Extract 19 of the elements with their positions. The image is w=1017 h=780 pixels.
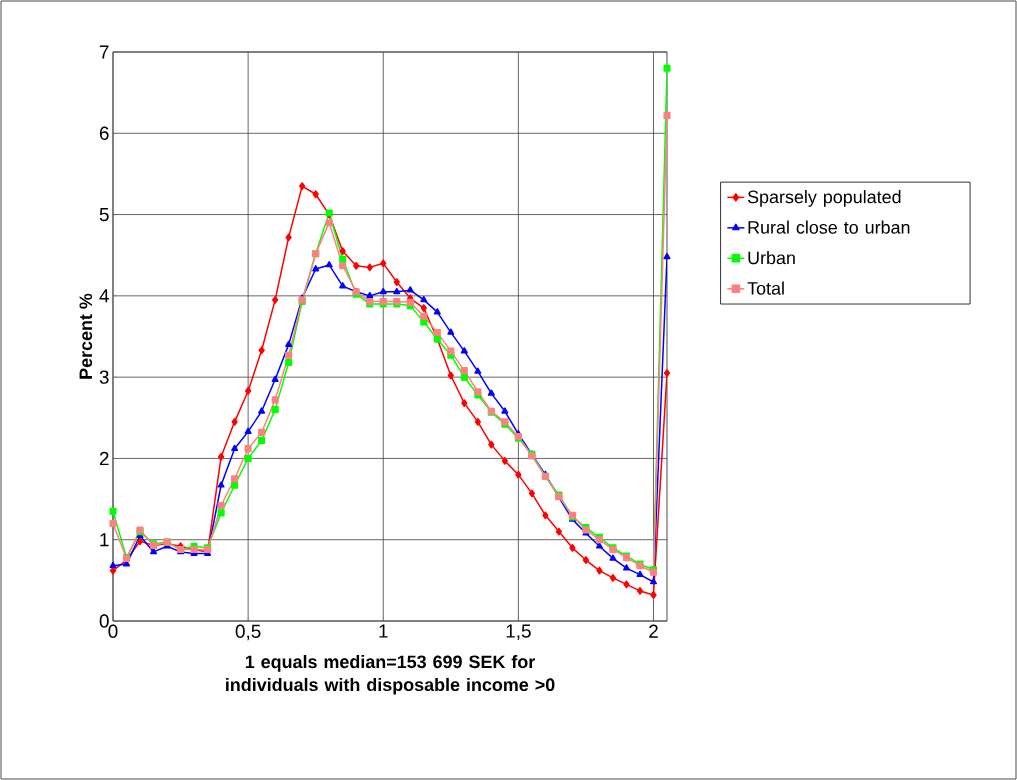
y-tick-label: 7 [99, 45, 109, 59]
y-tick-label: 3 [99, 370, 109, 384]
y-tick-label: 4 [99, 289, 109, 303]
x-axis-title: 1 equals median=153 699 SEK for individuals with disposable income >0 [226, 654, 555, 695]
y-tick-label: 2 [99, 451, 109, 466]
legend-label: Total [747, 281, 784, 295]
y-tick-label: 5 [99, 207, 109, 222]
y-tick-label: 6 [99, 126, 109, 140]
x-tick-label: 1,5 [506, 624, 531, 640]
y-tick-label: 0 [99, 614, 109, 628]
x-tick-label: 2 [649, 624, 658, 638]
y-tick-label: 1 [100, 533, 109, 547]
x-tick-label: 1 [379, 624, 388, 638]
x-tick-label: 0 [108, 624, 118, 638]
legend-label: Rural close to urban [748, 220, 910, 234]
legend-label: Sparsely populated [747, 190, 901, 207]
y-axis-title: Percent % [79, 293, 93, 379]
x-tick-label: 0,5 [235, 624, 261, 641]
legend-label: Urban [748, 251, 795, 265]
